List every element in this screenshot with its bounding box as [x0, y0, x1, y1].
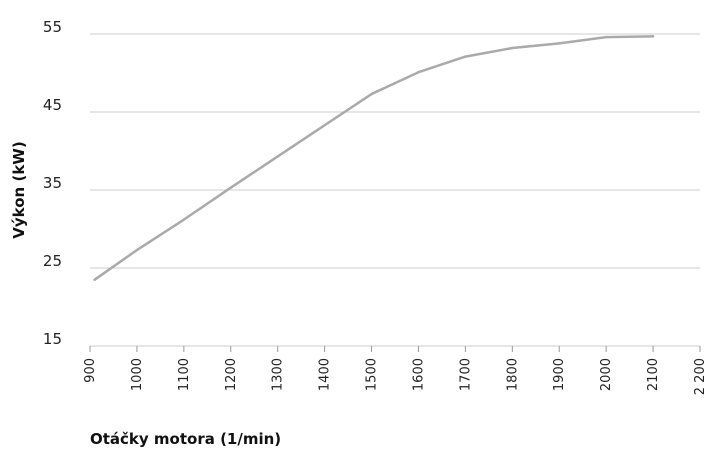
y-tick-label: 35 [43, 174, 62, 192]
data-point [328, 120, 331, 124]
x-tick-label: 1700 [458, 358, 473, 391]
y-tick-label: 25 [43, 252, 62, 270]
x-tick-label: 2000 [599, 358, 614, 391]
x-tick-label: 1900 [552, 358, 567, 391]
x-axis-ticks: 900 1000 1100 1200 1300 1400 1500 1600 1700 1800 1… [83, 346, 708, 395]
x-tick-label: 2100 [646, 358, 661, 391]
series-layer [93, 35, 655, 281]
data-point [511, 46, 514, 50]
y-tick-label: 45 [43, 96, 62, 114]
data-point [651, 35, 655, 38]
x-tick-label: 1000 [130, 358, 145, 391]
x-axis-title: Otáčky motora (1/min) [90, 430, 281, 448]
y-tick-label: 15 [43, 330, 62, 348]
data-point [135, 248, 139, 252]
x-tick-label: 1200 [224, 358, 239, 391]
series-line [93, 35, 655, 281]
data-point [464, 55, 467, 58]
x-tick-label: 2 200 [693, 358, 708, 395]
x-tick-label: 1500 [365, 358, 380, 391]
data-point [229, 186, 232, 189]
data-point [182, 218, 186, 221]
x-tick-label: 900 [83, 358, 98, 383]
data-point [558, 42, 561, 45]
data-point [417, 71, 420, 74]
y-tick-label: 55 [43, 18, 62, 36]
y-axis-title: Výkon (kW) [10, 141, 28, 238]
x-tick-label: 1400 [318, 358, 333, 391]
y-axis-ticks: 15 25 35 45 55 [43, 18, 62, 348]
data-point [604, 35, 608, 39]
x-tick-label: 1600 [411, 358, 426, 391]
x-tick-label: 1300 [271, 358, 286, 391]
data-point [276, 155, 279, 158]
data-point [370, 92, 373, 96]
x-tick-label: 1800 [505, 358, 520, 391]
data-point [93, 278, 96, 281]
grid-lines [90, 33, 700, 347]
x-tick-label: 1100 [177, 358, 192, 391]
